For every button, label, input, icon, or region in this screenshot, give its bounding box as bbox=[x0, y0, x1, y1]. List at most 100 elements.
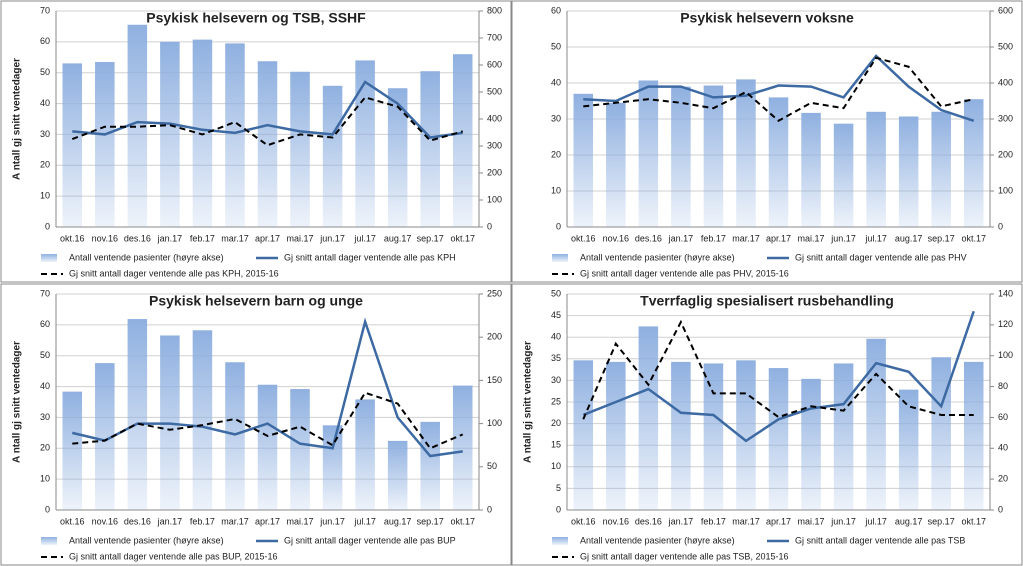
bar bbox=[257, 384, 278, 510]
bar bbox=[801, 112, 821, 227]
x-tick-label: jul.17 bbox=[864, 233, 887, 243]
bar bbox=[703, 363, 724, 510]
y-tick-label: 30 bbox=[40, 129, 50, 139]
series-line bbox=[583, 56, 974, 123]
bar bbox=[703, 85, 724, 228]
bar bbox=[62, 63, 83, 227]
y-tick-label: 0 bbox=[45, 221, 50, 231]
y2-tick-label: 0 bbox=[487, 504, 492, 514]
y-tick-label: 35 bbox=[551, 353, 561, 363]
bar bbox=[833, 123, 854, 227]
y2-tick-label: 100 bbox=[998, 185, 1013, 195]
x-tick-label: mai.17 bbox=[287, 233, 314, 243]
x-tick-label: nov.16 bbox=[603, 233, 629, 243]
bar bbox=[95, 363, 115, 510]
y2-tick-label: 60 bbox=[998, 412, 1008, 422]
y-tick-label: 0 bbox=[45, 504, 50, 514]
bar bbox=[963, 361, 984, 510]
bar bbox=[606, 361, 626, 510]
y2-tick-label: 300 bbox=[998, 113, 1013, 123]
x-tick-label: sep.17 bbox=[928, 233, 955, 243]
y-tick-label: 60 bbox=[551, 5, 561, 15]
legend-label: Antall ventende pasienter (høyre akse) bbox=[580, 252, 735, 262]
y-tick-label: 30 bbox=[40, 412, 50, 422]
y-tick-label: 30 bbox=[551, 113, 561, 123]
bar bbox=[387, 88, 408, 227]
bar bbox=[160, 41, 180, 227]
legend-label: Gj snitt antall dager ventende alle pas … bbox=[69, 268, 279, 278]
y-tick-label: 70 bbox=[40, 288, 50, 298]
y-tick-label: 50 bbox=[40, 67, 50, 77]
legend-swatch bbox=[552, 254, 568, 262]
y2-tick-label: 250 bbox=[487, 288, 502, 298]
x-tick-label: des.16 bbox=[124, 516, 151, 526]
chart-panel: 0 10 20 30 40 50 60 70 0 50 100 150 200 250 Psykisk he… bbox=[0, 283, 512, 566]
x-tick-label: nov.16 bbox=[92, 516, 118, 526]
legend-label: Gj snitt antall dager ventende alle pas … bbox=[69, 551, 277, 561]
chart-title: Psykisk helsevern barn og unge bbox=[149, 293, 363, 309]
bar bbox=[225, 362, 245, 510]
bar bbox=[638, 80, 659, 227]
bar bbox=[833, 363, 854, 510]
y2-tick-label: 200 bbox=[487, 332, 502, 342]
bar bbox=[573, 93, 594, 227]
y2-tick-label: 400 bbox=[487, 113, 502, 123]
y-tick-label: 45 bbox=[551, 310, 561, 320]
x-tick-label: apr.17 bbox=[255, 233, 280, 243]
bar bbox=[931, 357, 951, 510]
x-tick-label: apr.17 bbox=[766, 233, 791, 243]
y-tick-label: 25 bbox=[551, 396, 561, 406]
y2-tick-label: 0 bbox=[998, 221, 1003, 231]
x-tick-label: aug.17 bbox=[895, 233, 923, 243]
y-axis-label: A ntall gj snitt ventedager bbox=[523, 341, 534, 463]
bar bbox=[127, 319, 148, 510]
x-tick-label: mai.17 bbox=[798, 516, 825, 526]
legend-label: Gj snitt antall dager ventende alle pas … bbox=[284, 252, 456, 262]
y2-tick-label: 100 bbox=[998, 350, 1013, 360]
x-tick-label: okt.16 bbox=[571, 233, 596, 243]
x-tick-label: jun.17 bbox=[319, 516, 345, 526]
y2-tick-label: 500 bbox=[998, 41, 1013, 51]
y-tick-label: 40 bbox=[40, 98, 50, 108]
y2-tick-label: 100 bbox=[487, 194, 502, 204]
y2-tick-label: 200 bbox=[998, 149, 1013, 159]
series-line bbox=[71, 96, 464, 147]
y-tick-label: 70 bbox=[40, 5, 50, 15]
x-tick-label: okt.17 bbox=[961, 233, 986, 243]
y2-tick-label: 80 bbox=[998, 381, 1008, 391]
y2-tick-label: 800 bbox=[487, 5, 502, 15]
x-tick-label: nov.16 bbox=[603, 516, 629, 526]
series-line bbox=[582, 310, 975, 443]
x-tick-label: feb.17 bbox=[190, 516, 215, 526]
y2-tick-label: 700 bbox=[487, 32, 502, 42]
legend-label: Antall ventende pasienter (høyre akse) bbox=[69, 252, 224, 262]
bar bbox=[127, 24, 148, 227]
bar bbox=[606, 102, 626, 227]
bar bbox=[452, 54, 473, 228]
y2-tick-label: 600 bbox=[487, 59, 502, 69]
y-tick-label: 20 bbox=[551, 149, 561, 159]
x-tick-label: apr.17 bbox=[255, 516, 280, 526]
y2-tick-label: 100 bbox=[487, 418, 502, 428]
y-tick-label: 30 bbox=[551, 375, 561, 385]
x-tick-label: jan.17 bbox=[157, 233, 183, 243]
bar bbox=[898, 389, 919, 510]
bar bbox=[963, 99, 984, 227]
y2-tick-label: 400 bbox=[998, 77, 1013, 87]
y-tick-label: 50 bbox=[551, 288, 561, 298]
bar bbox=[866, 111, 886, 227]
bar bbox=[257, 61, 278, 227]
x-tick-label: jan.17 bbox=[668, 516, 694, 526]
y-axis-label: A ntall gj snitt ventedager bbox=[12, 58, 23, 180]
bar bbox=[387, 440, 408, 510]
x-tick-label: des.16 bbox=[124, 233, 151, 243]
y2-tick-label: 0 bbox=[998, 504, 1003, 514]
bar bbox=[866, 338, 886, 510]
x-tick-label: feb.17 bbox=[190, 233, 215, 243]
bar bbox=[420, 421, 440, 510]
y-tick-label: 60 bbox=[40, 36, 50, 46]
legend-label: Gj snitt antall dager ventende alle pas … bbox=[284, 535, 456, 545]
legend-label: Antall ventende pasienter (høyre akse) bbox=[580, 535, 735, 545]
bar bbox=[225, 43, 245, 228]
bar bbox=[290, 389, 310, 510]
